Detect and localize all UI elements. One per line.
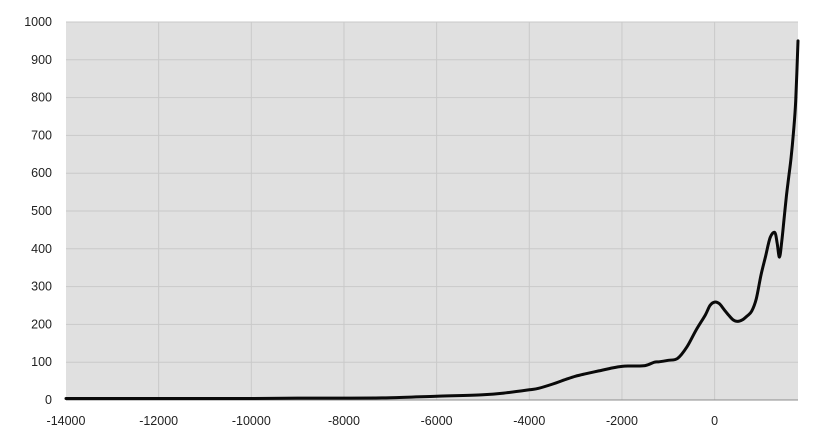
y-tick-label: 400 (31, 242, 52, 256)
x-tick-label: -10000 (232, 414, 271, 428)
y-tick-label: 500 (31, 204, 52, 218)
y-tick-label: 200 (31, 317, 52, 331)
x-tick-label: -4000 (513, 414, 545, 428)
y-tick-label: 300 (31, 280, 52, 294)
x-tick-label: -12000 (139, 414, 178, 428)
x-tick-label: -6000 (421, 414, 453, 428)
x-tick-label: 0 (711, 414, 718, 428)
x-tick-label: -2000 (606, 414, 638, 428)
series-line (64, 39, 800, 401)
x-tick-label: -8000 (328, 414, 360, 428)
y-tick-label: 800 (31, 91, 52, 105)
y-tick-label: 900 (31, 53, 52, 67)
y-tick-label: 1000 (24, 15, 52, 29)
x-tick-label: -14000 (47, 414, 86, 428)
y-tick-label: 0 (45, 393, 52, 407)
y-tick-label: 600 (31, 166, 52, 180)
y-tick-label: 700 (31, 128, 52, 142)
y-tick-label: 100 (31, 355, 52, 369)
